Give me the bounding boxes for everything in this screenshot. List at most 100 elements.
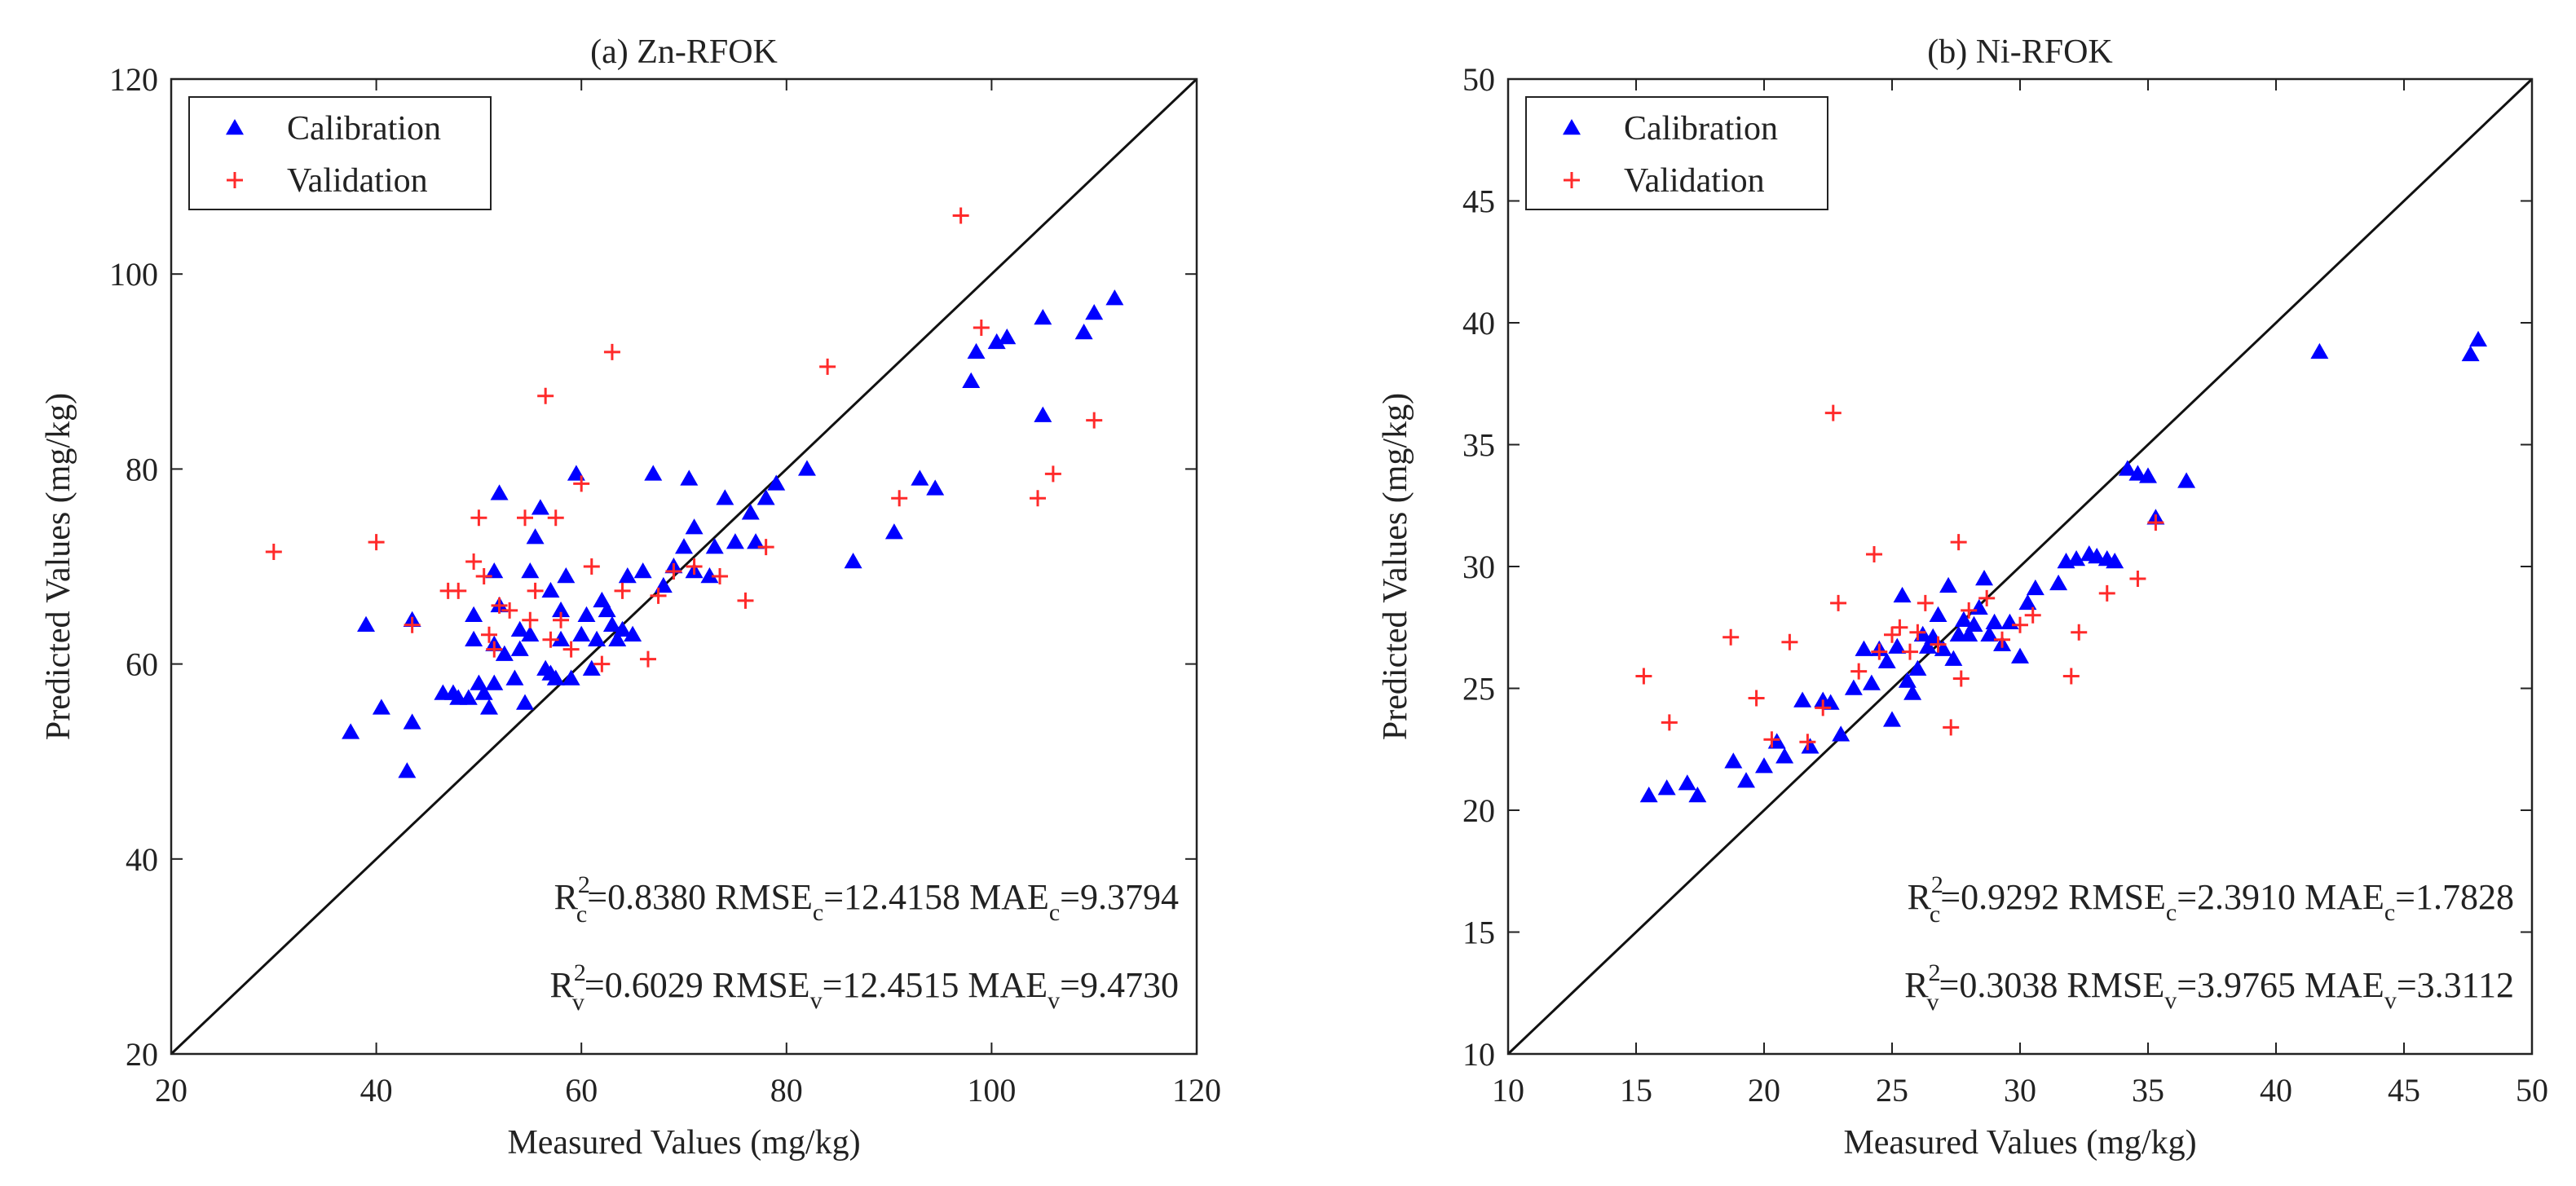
- y-tick-label: 10: [1462, 1036, 1495, 1073]
- calibration-point: [1639, 787, 1658, 803]
- y-tick-label: 20: [126, 1036, 158, 1073]
- validation-point: [1799, 734, 1816, 751]
- validation-point: [486, 641, 503, 658]
- calibration-point: [911, 470, 929, 486]
- y-tick-label: 80: [126, 451, 158, 487]
- x-tick-label: 40: [360, 1072, 393, 1109]
- calibration-point: [844, 553, 862, 569]
- y-axis-title: Predicted Values (mg/kg): [40, 393, 77, 740]
- x-tick-label: 40: [2260, 1072, 2292, 1109]
- metric-line-validation: R2 v=0.6029 RMSEv=12.4515 MAEv=9.4730: [550, 959, 1179, 1016]
- calibration-point: [403, 713, 421, 730]
- validation-point: [686, 558, 703, 575]
- calibration-point: [998, 328, 1017, 345]
- legend-label: Calibration: [1624, 110, 1778, 148]
- validation-point: [1871, 643, 1888, 660]
- calibration-point: [490, 484, 509, 500]
- validation-point: [537, 387, 554, 404]
- legend-triangle-icon: [1563, 119, 1581, 135]
- r2-value: =0.6029: [584, 965, 704, 1005]
- calibration-point: [2139, 467, 2157, 483]
- calibration-point: [562, 669, 580, 686]
- validation-point: [2098, 584, 2115, 602]
- x-tick-label: 50: [2516, 1072, 2548, 1109]
- calibration-point: [1903, 684, 1922, 700]
- x-axis-title: Measured Values (mg/kg): [1843, 1124, 2196, 1162]
- x-tick-label: 35: [2132, 1072, 2164, 1109]
- calibration-point: [633, 562, 652, 579]
- y-tick-label: 40: [126, 841, 158, 878]
- calibration-point: [613, 620, 632, 637]
- calibration-point: [2310, 342, 2329, 359]
- calibration-point: [1954, 611, 1973, 628]
- calibration-point: [685, 518, 704, 535]
- y-axis-title: Predicted Values (mg/kg): [1377, 393, 1414, 740]
- calibration-point: [726, 533, 744, 549]
- validation-point: [470, 509, 487, 527]
- legend: Calibration Validation: [188, 96, 492, 210]
- calibration-point: [618, 567, 637, 584]
- calibration-point: [1918, 637, 1937, 654]
- calibration-point: [510, 640, 529, 656]
- calibration-point: [531, 499, 549, 515]
- calibration-point: [1939, 576, 1958, 593]
- validation-point: [368, 534, 385, 551]
- validation-point: [475, 567, 492, 584]
- validation-point: [603, 343, 620, 360]
- calibration-point: [1775, 747, 1794, 764]
- validation-point: [1824, 404, 1842, 421]
- calibration-point: [485, 562, 504, 579]
- metric-line-validation: R2 v=0.3038 RMSEv=3.9765 MAEv=3.3112: [1904, 959, 2514, 1016]
- calibration-point: [1755, 757, 1773, 774]
- calibration-point: [1965, 615, 1983, 633]
- calibration-point: [474, 684, 493, 700]
- validation-point: [665, 562, 682, 580]
- calibration-point: [1688, 787, 1707, 803]
- panel-b: 10 15 20 25 30 35 40 45 50 10 15 20 25 30 35 40 45 50 (b) …: [1377, 33, 2548, 1162]
- x-tick-label: 120: [1172, 1072, 1221, 1109]
- calibration-point: [521, 625, 540, 641]
- rmse-subscript: c: [813, 899, 823, 926]
- validation-point: [1815, 699, 1832, 716]
- calibration-point: [1821, 694, 1840, 710]
- series-calibration: [342, 289, 1124, 778]
- calibration-point: [1793, 691, 1812, 708]
- r2-superscript: 2: [578, 871, 590, 898]
- validation-point: [450, 582, 467, 599]
- calibration-point: [675, 538, 693, 554]
- legend-triangle-icon: [226, 119, 244, 135]
- rmse-subscript: v: [2164, 987, 2177, 1014]
- mae-label: MAE: [959, 965, 1048, 1005]
- mae-value: =9.3794: [1060, 877, 1179, 917]
- calibration-point: [767, 474, 786, 491]
- series-validation: [265, 207, 1103, 672]
- calibration-point: [459, 689, 478, 705]
- validation-point: [2012, 616, 2028, 633]
- x-tick-label: 80: [770, 1072, 803, 1109]
- calibration-point: [1898, 672, 1917, 688]
- mae-value: =1.7828: [2395, 877, 2514, 917]
- legend-plus-icon: [227, 172, 243, 188]
- legend-label: Validation: [1624, 162, 1765, 200]
- calibration-point: [1893, 586, 1912, 603]
- calibration-point: [1801, 738, 1820, 754]
- y-tick-label: 15: [1462, 915, 1495, 951]
- calibration-point: [485, 674, 504, 690]
- validation-point: [819, 358, 836, 375]
- validation-point: [1044, 465, 1061, 483]
- calibration-point: [741, 504, 760, 520]
- legend-label: Calibration: [287, 110, 441, 148]
- calibration-point: [1844, 679, 1863, 695]
- validation-point: [1763, 731, 1780, 748]
- metric-line-calibration: R2 c=0.8380 RMSEc=12.4158 MAEc=9.3794: [554, 871, 1179, 928]
- calibration-point: [1929, 606, 1947, 623]
- validation-point: [1917, 594, 1934, 611]
- validation-point: [1978, 589, 1996, 606]
- mae-value: =9.4730: [1060, 965, 1179, 1005]
- calibration-point: [884, 523, 903, 540]
- calibration-point: [495, 645, 514, 661]
- validation-point: [891, 490, 908, 507]
- calibration-point: [926, 479, 945, 496]
- calibration-point: [1678, 774, 1696, 791]
